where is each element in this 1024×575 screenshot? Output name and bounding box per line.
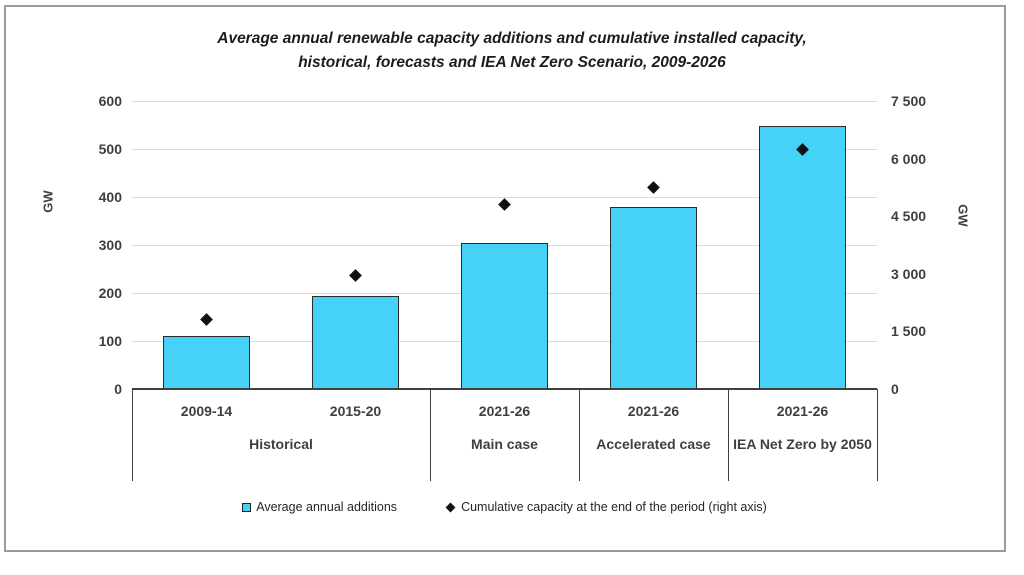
legend: Average annual additions Cumulative capa… bbox=[132, 499, 877, 515]
bar-2015-20 bbox=[312, 296, 399, 389]
chart-title-line2: historical, forecasts and IEA Net Zero S… bbox=[298, 54, 726, 71]
category-label: 2015-20 bbox=[329, 403, 382, 419]
category-divider bbox=[430, 389, 431, 481]
category-divider bbox=[579, 389, 580, 481]
right-axis-tick: 7 500 bbox=[891, 93, 927, 109]
right-axis-tick: 4 500 bbox=[891, 208, 927, 224]
bar-2021-26 bbox=[759, 126, 846, 389]
bar-2021-26 bbox=[610, 207, 697, 389]
scenario-label: Main case bbox=[471, 436, 538, 452]
left-axis-tick: 400 bbox=[98, 189, 122, 205]
scenario-label: Historical bbox=[249, 436, 313, 452]
legend-label-cumulative-capacity: Cumulative capacity at the end of the pe… bbox=[461, 500, 767, 514]
gridline bbox=[132, 101, 877, 102]
category-divider bbox=[132, 389, 133, 481]
legend-item-average-annual-additions: Average annual additions bbox=[242, 499, 397, 515]
chart-title: Average annual renewable capacity additi… bbox=[0, 27, 1024, 75]
diamond-series-swatch-icon bbox=[445, 502, 456, 512]
right-axis-tick: 6 000 bbox=[891, 151, 927, 167]
right-axis-tick: 0 bbox=[891, 381, 899, 397]
x-axis-line bbox=[132, 388, 877, 390]
left-axis-tick: 600 bbox=[98, 93, 122, 109]
legend-label-average-annual-additions: Average annual additions bbox=[256, 500, 398, 514]
legend-item-cumulative-capacity: Cumulative capacity at the end of the pe… bbox=[445, 499, 767, 515]
category-label: 2009-14 bbox=[180, 403, 233, 419]
right-axis-tick: 3 000 bbox=[891, 266, 927, 282]
scenario-label: IEA Net Zero by 2050 bbox=[733, 436, 872, 452]
bar-2021-26 bbox=[461, 243, 548, 389]
category-divider bbox=[877, 389, 878, 481]
bar-2009-14 bbox=[163, 336, 250, 389]
left-axis-tick: 100 bbox=[98, 333, 122, 349]
scenario-label: Accelerated case bbox=[596, 436, 711, 452]
gridline bbox=[132, 197, 877, 198]
left-axis-tick: 300 bbox=[98, 237, 122, 253]
right-axis-tick: 1 500 bbox=[891, 323, 927, 339]
left-axis-tick: 200 bbox=[98, 285, 122, 301]
bar-series-swatch-icon bbox=[242, 502, 252, 512]
category-label: 2021-26 bbox=[776, 403, 829, 419]
gridline bbox=[132, 149, 877, 150]
left-axis-tick: 0 bbox=[114, 381, 122, 397]
category-label: 2021-26 bbox=[627, 403, 680, 419]
left-axis-tick: 500 bbox=[98, 141, 122, 157]
category-label: 2021-26 bbox=[478, 403, 531, 419]
category-divider bbox=[728, 389, 729, 481]
chart-title-line1: Average annual renewable capacity additi… bbox=[217, 30, 807, 47]
left-axis-title: GW bbox=[40, 190, 56, 213]
